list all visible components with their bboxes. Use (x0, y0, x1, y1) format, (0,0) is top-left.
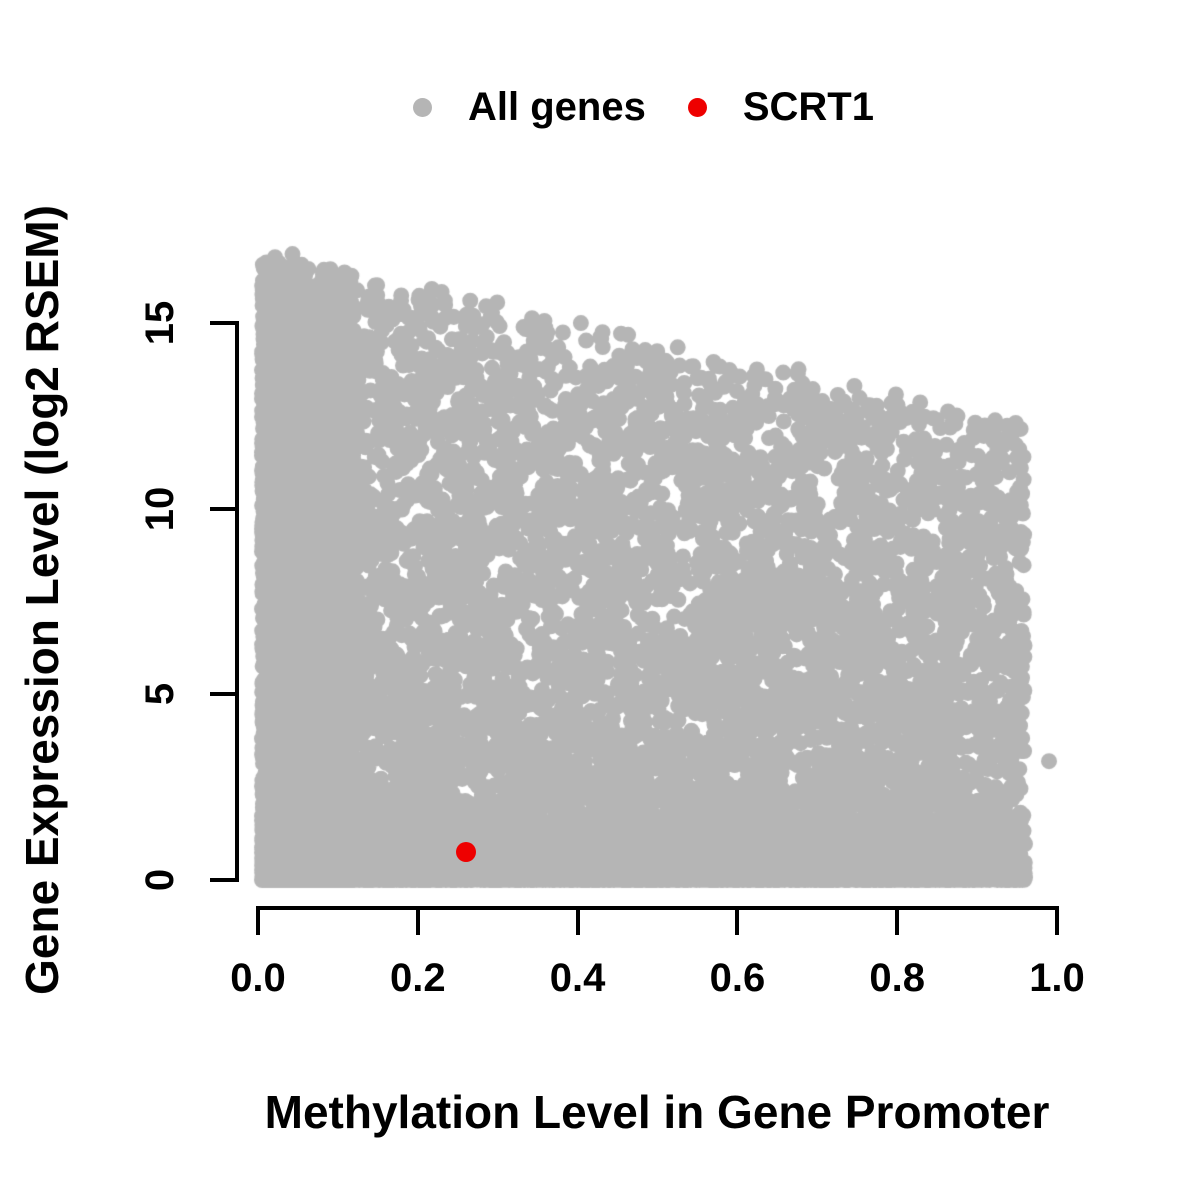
y-tick-label: 10 (138, 486, 182, 531)
x-tick-mark (256, 908, 260, 935)
scrt1-point (455, 842, 476, 863)
plot-legend: All genes SCRT1 (413, 86, 874, 128)
y-tick-mark (210, 692, 237, 697)
all-genes-marker-icon (413, 97, 432, 117)
y-axis-title: Gene Expression Level (log2 RSEM) (16, 205, 68, 995)
y-axis-line (235, 321, 239, 882)
x-tick-label: 0.2 (389, 956, 446, 1000)
x-tick-mark (735, 908, 740, 935)
x-tick-label: 0.8 (869, 956, 925, 1000)
scrt1-marker-icon (687, 97, 707, 117)
x-tick-mark (1055, 908, 1059, 935)
x-tick-label: 0.6 (709, 956, 766, 1000)
legend-item-scrt1: SCRT1 (687, 85, 874, 129)
x-axis-title: Methylation Level in Gene Promoter (264, 1086, 1050, 1138)
legend-label-all-genes: All genes (468, 85, 646, 129)
x-tick-mark (415, 908, 420, 935)
y-tick-mark (210, 878, 237, 882)
y-tick-mark (210, 506, 237, 511)
x-tick-label: 0.0 (230, 956, 286, 1000)
y-tick-label: 0 (138, 868, 182, 892)
y-tick-label: 5 (138, 683, 182, 706)
x-tick-mark (895, 908, 900, 935)
y-tick-mark (210, 321, 237, 325)
x-axis-line (256, 906, 1059, 910)
legend-item-all-genes: All genes (413, 87, 646, 127)
x-tick-label: 1.0 (1029, 956, 1085, 1000)
x-tick-label: 0.4 (549, 956, 606, 1000)
legend-label-scrt1: SCRT1 (742, 85, 874, 129)
x-tick-mark (575, 908, 580, 935)
y-tick-label: 15 (138, 300, 182, 346)
